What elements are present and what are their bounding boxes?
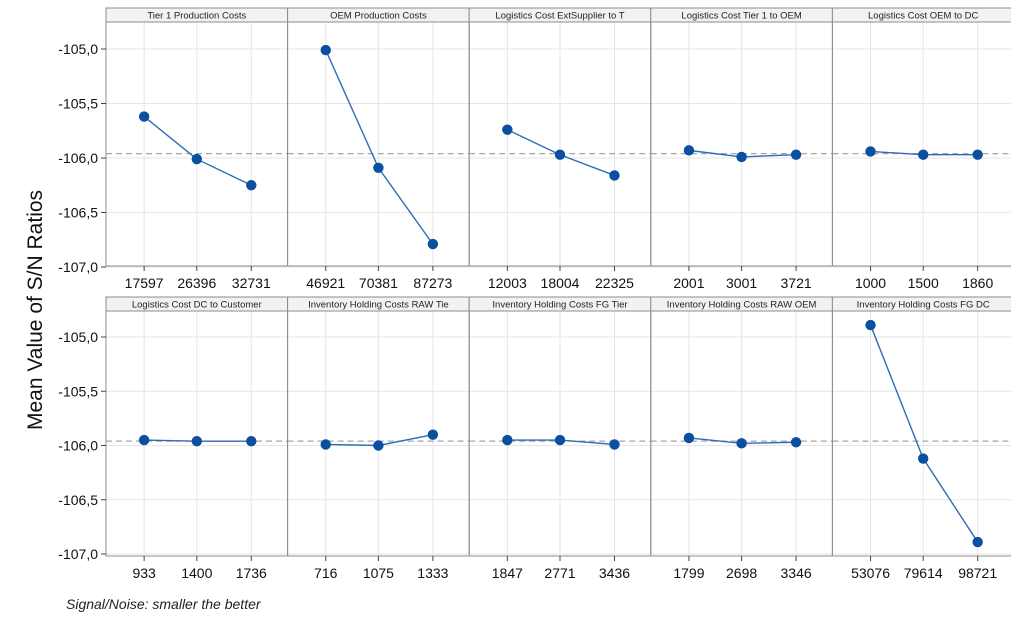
data-point — [865, 146, 875, 156]
x-tick-label: 46921 — [306, 275, 345, 291]
x-tick-label: 3001 — [726, 275, 757, 291]
data-point — [609, 170, 619, 180]
panel-title: Logistics Cost ExtSupplier to T — [495, 11, 624, 22]
data-point — [246, 180, 256, 190]
data-point — [428, 239, 438, 249]
x-tick-label: 18004 — [541, 275, 580, 291]
data-point — [555, 435, 565, 445]
series-line — [326, 50, 433, 244]
y-tick-label: -106,5 — [58, 492, 98, 508]
x-tick-label: 2698 — [726, 565, 757, 581]
panel-title: Logistics Cost Tier 1 to OEM — [681, 11, 801, 22]
x-tick-label: 17597 — [125, 275, 164, 291]
x-tick-label: 1000 — [855, 275, 886, 291]
x-tick-label: 3346 — [781, 565, 812, 581]
panel-border — [832, 311, 1011, 556]
x-tick-label: 79614 — [904, 565, 943, 581]
data-point — [555, 150, 565, 160]
y-axis-label: Mean Value of S/N Ratios — [24, 190, 47, 430]
x-tick-label: 933 — [132, 565, 156, 581]
data-point — [192, 154, 202, 164]
x-tick-label: 2771 — [544, 565, 575, 581]
data-point — [246, 436, 256, 446]
x-tick-label: 1400 — [181, 565, 212, 581]
data-point — [684, 433, 694, 443]
data-point — [791, 437, 801, 447]
panel: Inventory Holding Costs RAW OEM 1799 2698 3… — [651, 297, 833, 581]
panel-title: Inventory Holding Costs RAW Tie — [308, 300, 449, 311]
data-point — [139, 111, 149, 121]
panel-title: Logistics Cost OEM to DC — [868, 11, 978, 22]
x-tick-label: 32731 — [232, 275, 271, 291]
y-tick-label: -105,5 — [58, 383, 98, 399]
panel: Logistics Cost ExtSupplier to T 12003 1800… — [469, 8, 651, 291]
panel: Logistics Cost DC to Customer 933 1400 1736 — [106, 297, 288, 581]
x-tick-label: 2001 — [673, 275, 704, 291]
data-point — [972, 537, 982, 547]
x-tick-label: 3436 — [599, 565, 630, 581]
panel-border — [832, 22, 1011, 266]
x-tick-label: 26396 — [177, 275, 216, 291]
x-tick-label: 70381 — [359, 275, 398, 291]
x-tick-label: 1799 — [673, 565, 704, 581]
x-tick-label: 87273 — [413, 275, 452, 291]
data-point — [192, 436, 202, 446]
panel-title: Inventory Holding Costs FG DC — [857, 300, 990, 311]
x-tick-label: 1075 — [363, 565, 394, 581]
data-point — [791, 150, 801, 160]
panel: Logistics Cost OEM to DC 1000 1500 1860 — [832, 8, 1011, 291]
panel-title: OEM Production Costs — [330, 11, 427, 22]
y-tick-label: -107,0 — [58, 546, 98, 562]
data-point — [918, 453, 928, 463]
x-tick-label: 1333 — [417, 565, 448, 581]
data-point — [972, 150, 982, 160]
panel-title: Inventory Holding Costs RAW OEM — [667, 300, 817, 311]
footnote: Signal/Noise: smaller the better — [66, 596, 261, 612]
data-point — [736, 438, 746, 448]
data-point — [502, 124, 512, 134]
panel: Logistics Cost Tier 1 to OEM 2001 3001 3721 — [651, 8, 833, 291]
series-line — [871, 325, 978, 542]
y-tick-label: -105,0 — [58, 329, 98, 345]
y-tick-label: -107,0 — [58, 259, 98, 275]
x-tick-label: 1500 — [908, 275, 939, 291]
data-point — [373, 163, 383, 173]
panel: Inventory Holding Costs RAW Tie 716 1075 13… — [288, 297, 470, 581]
data-point — [428, 429, 438, 439]
data-point — [684, 145, 694, 155]
y-tick-label: -106,0 — [58, 438, 98, 454]
data-point — [139, 435, 149, 445]
x-tick-label: 22325 — [595, 275, 634, 291]
panel: Inventory Holding Costs FG Tier 1847 2771 3… — [469, 297, 651, 581]
x-tick-label: 98721 — [958, 565, 997, 581]
y-tick-label: -106,0 — [58, 150, 98, 166]
data-point — [321, 45, 331, 55]
y-tick-label: -106,5 — [58, 205, 98, 221]
x-tick-label: 12003 — [488, 275, 527, 291]
x-tick-label: 1847 — [492, 565, 523, 581]
panel-title: Inventory Holding Costs FG Tier — [492, 300, 627, 311]
x-tick-label: 716 — [314, 565, 338, 581]
x-tick-label: 1736 — [236, 565, 267, 581]
data-point — [609, 439, 619, 449]
x-tick-label: 3721 — [781, 275, 812, 291]
data-point — [502, 435, 512, 445]
data-point — [918, 150, 928, 160]
x-tick-label: 1860 — [962, 275, 993, 291]
data-point — [321, 439, 331, 449]
panel-title: Logistics Cost DC to Customer — [132, 300, 262, 311]
data-point — [373, 440, 383, 450]
y-tick-label: -105,5 — [58, 96, 98, 112]
data-point — [736, 152, 746, 162]
panel: Tier 1 Production Costs 17597 26396 32731 — [106, 8, 288, 291]
panel: OEM Production Costs 46921 70381 87273 — [288, 8, 470, 291]
panel-title: Tier 1 Production Costs — [147, 11, 246, 22]
panel: Inventory Holding Costs FG DC 53076 79614 9… — [832, 297, 1011, 581]
series-line — [144, 117, 251, 186]
x-tick-label: 53076 — [851, 565, 890, 581]
data-point — [865, 320, 875, 330]
y-tick-label: -105,0 — [58, 41, 98, 57]
